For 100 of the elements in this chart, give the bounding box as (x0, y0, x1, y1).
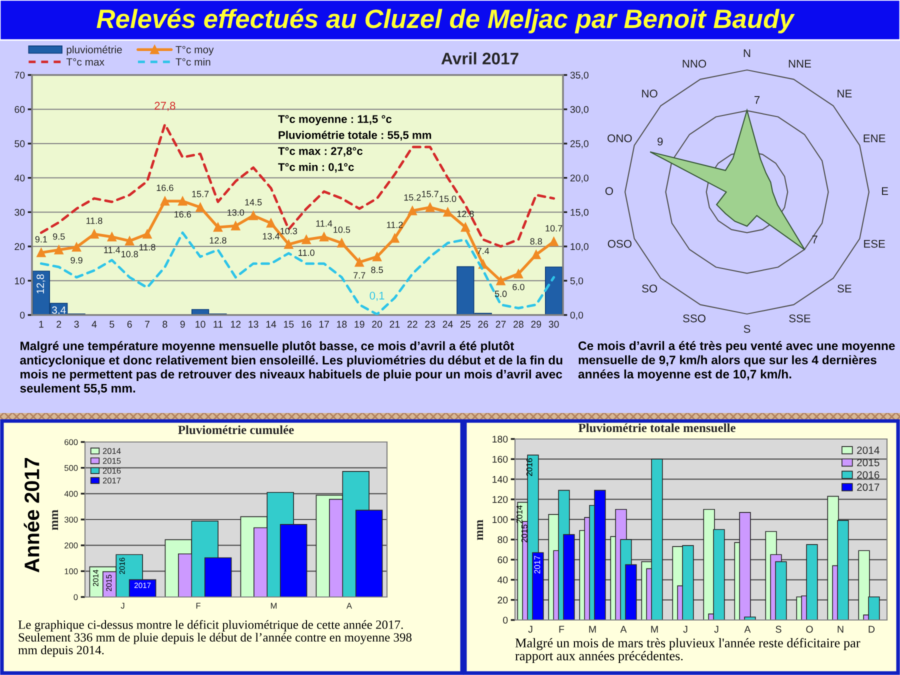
y-tick-label: 30 (14, 208, 25, 216)
y-tick-label: 300 (64, 516, 78, 523)
data-label: 6.0 (512, 284, 524, 290)
data-label: 16.6 (156, 184, 174, 192)
spoke-label: SSO (683, 314, 706, 322)
data-label: 16.6 (174, 211, 191, 218)
legend-label: pluviométrie (66, 46, 122, 56)
data-label: 15.2 (404, 194, 421, 201)
x-tick-label: 15 (284, 320, 294, 328)
text: Ce mois d’avril a été très peu venté avec une moyenne mensuelle de 9,7 km/h alors que sur les 4 dernières années la moyenne est de 10,7 km/h. (578, 341, 895, 381)
data-label: 11.4 (104, 246, 120, 254)
x-tick-label: S (776, 626, 782, 633)
data-label: 11.8 (86, 218, 102, 224)
chart-title: Avril 2017 (441, 52, 518, 64)
x-tick-label: 28 (514, 320, 524, 328)
spoke-label: NE (838, 90, 852, 98)
x-tick-label: 21 (390, 320, 400, 328)
data-label: 15.7 (422, 190, 438, 198)
data-label: 12.8 (210, 237, 226, 244)
legend-label: 2017 (857, 484, 880, 491)
y-tick-label: 10 (14, 277, 25, 284)
text: 9 (658, 138, 663, 146)
legend-label: T°c min (176, 58, 210, 66)
spoke-label: NO (642, 90, 658, 98)
x-tick-label: J (714, 626, 718, 633)
legend-label: T°c moy (176, 46, 214, 56)
x-tick-label: 10 (196, 320, 206, 328)
x-tick-label: A (744, 626, 751, 633)
x-tick-label: 13 (248, 320, 258, 328)
y2-tick-label: 30,0 (570, 106, 588, 114)
x-tick-label: 12 (230, 320, 241, 328)
spoke-label: ONO (608, 134, 632, 142)
y-tick-label: 500 (64, 465, 78, 471)
data-label: 10.8 (121, 250, 138, 258)
text: 2014 (516, 505, 522, 524)
x-tick-label: M (270, 602, 277, 609)
y-axis-title: mm (52, 510, 58, 530)
y-tick-label: 20 (14, 243, 25, 250)
x-tick-label: 29 (531, 320, 542, 328)
y-tick-label: 20 (498, 596, 508, 604)
y-tick-label: 100 (64, 568, 78, 574)
y2-tick-label: 35,0 (570, 72, 588, 80)
y2-tick-label: 10,0 (570, 243, 588, 252)
legend-label: 2015 (102, 458, 121, 464)
data-label: 8.5 (371, 266, 383, 274)
y-tick-label: 80 (498, 536, 508, 544)
y-tick-label: 70 (14, 72, 25, 79)
annotation: T°c moyenne : 11,5 °c (278, 115, 392, 126)
y-tick-label: 60 (498, 556, 508, 564)
chart-title: Pluviométrie totale mensuelle (578, 423, 736, 432)
x-tick-label: 27 (496, 320, 506, 328)
spoke-label: ENE (864, 134, 886, 142)
spoke-label: NNO (682, 60, 706, 68)
x-tick-label: 4 (92, 320, 97, 328)
text: 7 (812, 236, 818, 244)
x-tick-label: 20 (372, 320, 382, 328)
x-tick-label: M (589, 626, 596, 633)
text: Le graphique ci-dessus montre le déficit pluviométrique de cette année 2017. Seulement 336 mm de pluie depuis le début de l’année contre en moyenne 398 mm depuis 2014. (18, 620, 412, 657)
x-tick-label: J (120, 602, 124, 609)
data-label: 15.7 (192, 190, 209, 198)
x-tick-label: 30 (548, 320, 559, 328)
x-tick-label: 26 (478, 320, 488, 328)
spoke-label: OSO (608, 240, 632, 248)
data-label: 12,8 (36, 274, 46, 294)
y-tick-label: 40 (497, 576, 508, 584)
data-label: 10.3 (280, 228, 298, 234)
legend-label: 2014 (102, 448, 121, 454)
x-tick-label: 16 (302, 320, 312, 328)
y-axis-title: mm (477, 520, 484, 540)
x-tick-label: 23 (425, 320, 436, 328)
text: Année 2017 (24, 458, 40, 572)
data-label: 9.9 (70, 257, 82, 264)
legend-label: T°c max (66, 58, 104, 66)
y2-tick-label: 20,0 (570, 174, 588, 183)
x-tick-label: 24 (442, 320, 453, 328)
text: Relevés effectués au Cluzel de Meljac par Benoit Baudy (96, 8, 795, 34)
y-tick-label: 40 (14, 174, 25, 182)
data-label: 5.0 (494, 290, 507, 298)
text: 2015 (521, 524, 528, 542)
text: 7 (754, 96, 760, 104)
x-tick-label: J (683, 626, 688, 633)
legend-label: 2014 (857, 446, 880, 454)
x-tick-label: M (651, 626, 658, 633)
text: Malgré un mois de mars très pluvieux l'année reste déficitaire par rapport aux années précédentes. (515, 638, 860, 664)
x-tick-label: 3 (74, 320, 79, 328)
legend-label: 2016 (857, 471, 880, 479)
x-tick-label: D (868, 626, 875, 633)
spoke-label: SO (642, 284, 658, 292)
legend-label: 2015 (857, 458, 880, 466)
data-label: 13.4 (262, 233, 280, 240)
text: 2016 (526, 458, 532, 476)
text: Malgré une température moyenne mensuelle plutôt basse, ce mois d’avril a été plutôt anticyclonique et donc relativement bien ensoleillé. Les pluviométries du début et de la fin du mois ne permettent pas de retrouver des niveaux habituels de pluie pour un mois d’avril avec seulement 55,5 mm. (20, 341, 562, 394)
spoke-label: ESE (864, 240, 885, 248)
text: 2017 (534, 556, 540, 574)
y-tick-label: 0 (74, 594, 78, 600)
annotation: T°c min : 0,1°c (278, 162, 354, 173)
x-tick-label: A (346, 602, 352, 609)
annotation: T°c max : 27,8°c (278, 147, 363, 157)
data-label: 9.5 (53, 233, 65, 240)
x-tick-label: 14 (266, 320, 276, 328)
